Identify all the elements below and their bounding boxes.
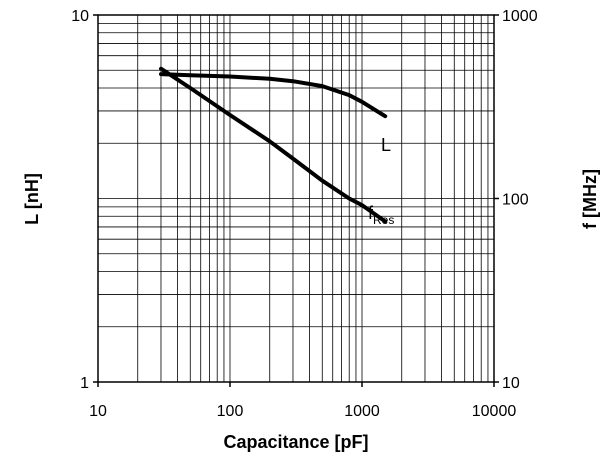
x-axis-title: Capacitance [pF] xyxy=(223,432,368,452)
grid-lines xyxy=(98,15,494,382)
series-line-l xyxy=(159,72,388,119)
y-left-tick-label: 1 xyxy=(80,375,89,392)
y-right-tick-label: 1000 xyxy=(502,8,538,25)
x-tick-label: 10 xyxy=(89,403,107,420)
y-right-axis-title: f [MHz] xyxy=(580,169,600,229)
x-tick-label: 10000 xyxy=(472,403,517,420)
series-label-fres-sub: Res xyxy=(373,213,394,227)
series-line-fres xyxy=(159,66,388,224)
x-tick-label: 1000 xyxy=(344,403,380,420)
y-right-tick-label: 100 xyxy=(502,192,529,209)
y-left-tick-label: 10 xyxy=(71,8,89,25)
x-tick-label: 100 xyxy=(217,403,244,420)
series-label-l: L xyxy=(381,135,391,155)
series-label-fres: fRes xyxy=(368,203,394,227)
series-label-fres-main: f xyxy=(368,203,374,223)
y-right-tick-label: 10 xyxy=(502,375,520,392)
y-left-axis-title: L [nH] xyxy=(22,173,42,225)
series-lines xyxy=(159,66,388,224)
